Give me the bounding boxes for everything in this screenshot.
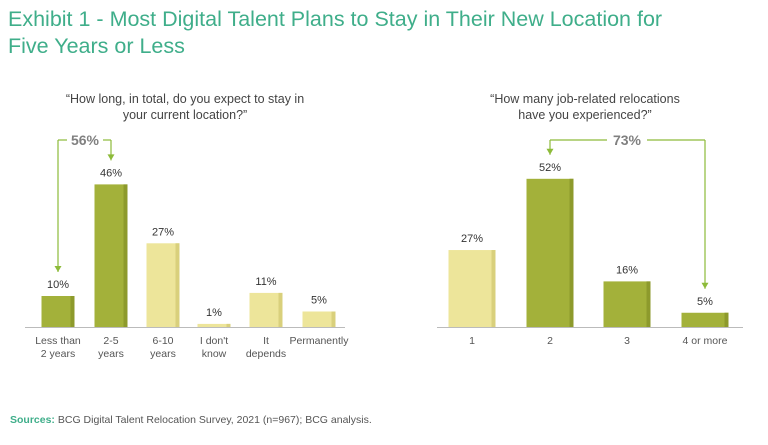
title-line-1: Exhibit 1 - Most Digital Talent Plans to… <box>8 7 663 31</box>
bar-edge <box>569 178 574 327</box>
source-label: Sources: <box>10 414 55 426</box>
bar-edge <box>646 281 651 327</box>
bar <box>41 296 75 327</box>
exhibit-title: Exhibit 1 - Most Digital Talent Plans to… <box>8 6 758 60</box>
tick-label: Permanently <box>290 335 350 347</box>
bar-edge <box>70 296 75 327</box>
tick-label: 4 or more <box>683 335 728 347</box>
tick-label: 3 <box>624 335 630 347</box>
bar <box>526 178 574 327</box>
data-label: 5% <box>311 295 327 307</box>
bar <box>249 292 283 327</box>
bar-edge <box>724 312 729 327</box>
bracket-arrowhead <box>54 266 62 272</box>
source-note: Sources: BCG Digital Talent Relocation S… <box>10 414 372 426</box>
source-text: BCG Digital Talent Relocation Survey, 20… <box>54 414 372 426</box>
right-question-line-2: have you experienced?” <box>518 108 652 122</box>
bracket-total-label: 73% <box>613 132 642 148</box>
bracket-arrowhead <box>701 282 709 289</box>
right-question-line-1: “How many job-related relocations <box>490 92 680 106</box>
data-label: 46% <box>100 167 122 179</box>
tick-label: years <box>98 348 124 360</box>
bracket-total-label: 56% <box>71 132 100 148</box>
bracket-arrowhead <box>107 154 115 161</box>
data-label: 27% <box>152 226 174 238</box>
bracket-arrowhead <box>546 148 554 155</box>
bar <box>448 250 496 327</box>
left-question-line-2: your current location?” <box>122 108 248 122</box>
bar-edge <box>123 184 128 327</box>
data-label: 16% <box>616 264 638 276</box>
data-label: 11% <box>255 276 276 288</box>
data-label: 52% <box>539 162 561 174</box>
bar-edge <box>278 292 283 327</box>
tick-label: 2 <box>547 335 553 347</box>
tick-label: 1 <box>469 335 475 347</box>
left-question-line-1: “How long, in total, do you expect to st… <box>65 92 305 106</box>
data-label: 10% <box>47 279 69 291</box>
bar-edge <box>175 243 180 327</box>
right-chart-question: “How many job-related relocations have y… <box>430 91 740 123</box>
data-label: 5% <box>697 296 713 308</box>
bar <box>94 184 128 327</box>
data-label: 27% <box>461 233 483 245</box>
tick-label: I don't <box>200 335 228 347</box>
left-chart-question: “How long, in total, do you expect to st… <box>30 91 340 123</box>
tick-label: 2-5 <box>103 335 118 347</box>
tick-label: depends <box>246 348 286 360</box>
bar <box>146 243 180 327</box>
tick-label: know <box>202 348 227 360</box>
title-line-2: Five Years or Less <box>8 34 185 58</box>
bar-edge <box>491 250 496 327</box>
data-label: 1% <box>206 307 222 319</box>
bar-edge <box>226 323 231 327</box>
bar-edge <box>331 311 336 327</box>
tick-label: years <box>150 348 176 360</box>
tick-label: It <box>263 335 269 347</box>
bar <box>197 323 231 327</box>
tick-label: 2 years <box>41 348 75 360</box>
bar <box>603 281 651 327</box>
tick-label: Less than <box>35 335 81 347</box>
bar <box>302 311 336 327</box>
bar <box>681 312 729 327</box>
tick-label: 6-10 <box>152 335 173 347</box>
